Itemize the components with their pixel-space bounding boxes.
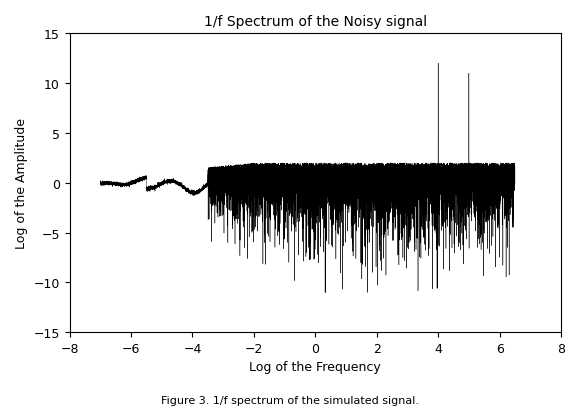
Y-axis label: Log of the Amplitude: Log of the Amplitude: [15, 118, 28, 249]
X-axis label: Log of the Frequency: Log of the Frequency: [249, 361, 381, 373]
Text: Figure 3. 1/f spectrum of the simulated signal.: Figure 3. 1/f spectrum of the simulated …: [161, 395, 419, 405]
Title: 1/f Spectrum of the Noisy signal: 1/f Spectrum of the Noisy signal: [204, 15, 427, 29]
